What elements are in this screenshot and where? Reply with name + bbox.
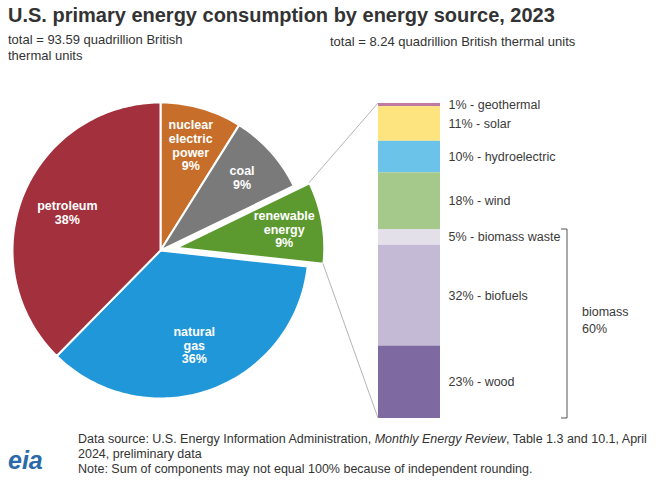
svg-text:nuclearelectricpower9%: nuclearelectricpower9% (169, 118, 214, 173)
html-text:Note: Sum of components may no: Note: Sum of components may not equal 10… (78, 462, 533, 476)
svg-text:naturalgas36%: naturalgas36% (173, 325, 215, 367)
svg-text:18% - wind: 18% - wind (449, 194, 511, 208)
svg-text:23% - wood: 23% - wood (449, 375, 515, 389)
svg-text:coal9%: coal9% (230, 164, 255, 192)
html-text:total = 8.24 quadrillion Briti: total = 8.24 quadrillion British thermal… (330, 34, 576, 49)
svg-text:petroleum38%: petroleum38% (37, 199, 97, 227)
svg-text:1% - geothermal: 1% - geothermal (449, 98, 541, 112)
svg-text:11% - solar: 11% - solar (449, 117, 511, 131)
svg-text:biomass60%: biomass60% (582, 305, 629, 336)
html-text:eia: eia (8, 446, 43, 474)
html-text:Data source: U.S. Energy Infor: Data source: U.S. Energy Information Adm… (78, 432, 647, 461)
svg-text:10% - hydroelectric: 10% - hydroelectric (449, 150, 556, 164)
html-text:U.S. primary energy consumptio: U.S. primary energy consumption by energ… (8, 4, 555, 26)
svg-text:32% - biofuels: 32% - biofuels (449, 289, 528, 303)
html-text:total = 93.59 quadrillion Brit: total = 93.59 quadrillion British therma… (8, 32, 183, 63)
svg-text:renewableenergy9%: renewableenergy9% (254, 209, 315, 251)
svg-text:5% - biomass waste: 5% - biomass waste (449, 230, 561, 244)
